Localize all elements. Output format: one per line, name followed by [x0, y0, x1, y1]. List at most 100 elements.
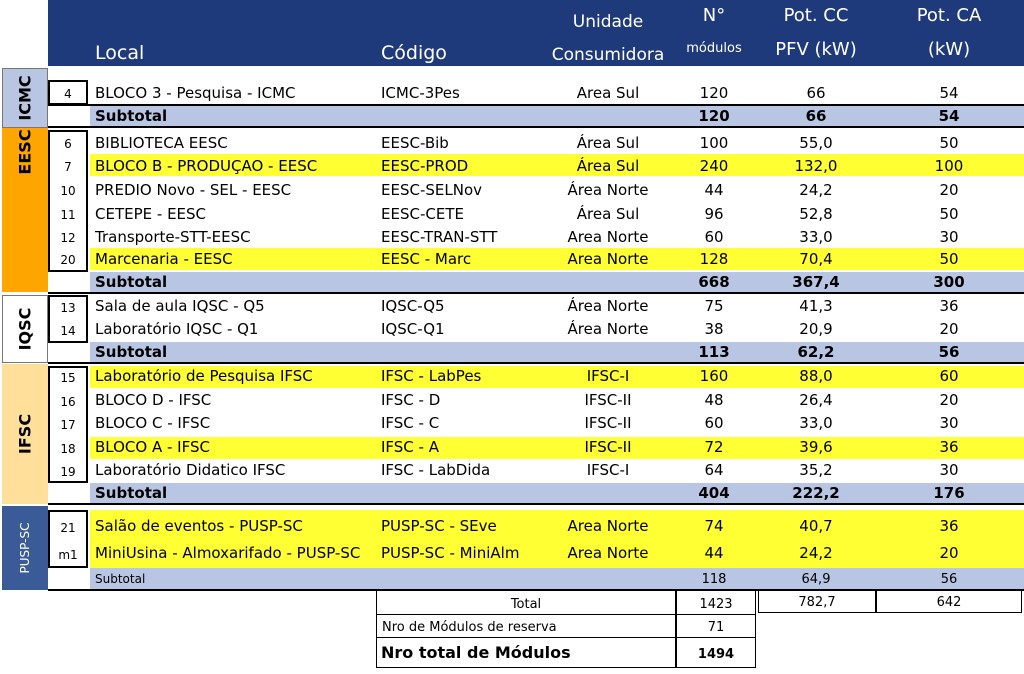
subtotal-modulos: 113 — [698, 343, 730, 361]
row-pot-ca: 50 — [939, 134, 959, 152]
row-number: 14 — [60, 324, 76, 338]
row-codigo: IFSC - A — [381, 438, 439, 456]
highlight-row-bg — [90, 437, 1024, 459]
row-local: BLOCO C - IFSC — [95, 416, 211, 431]
row-pot-ca: 20 — [939, 391, 959, 409]
row-modulos: 64 — [704, 461, 724, 479]
group-icmc: ICMC — [2, 68, 48, 128]
header-unidade-line1: Unidade — [572, 12, 644, 32]
separator-line — [48, 503, 1024, 505]
row-unidade: Area Norte — [567, 228, 649, 246]
row-modulos: 44 — [704, 544, 724, 562]
row-pot-cc: 33,0 — [799, 228, 833, 246]
header-modulos-line2: módulos — [686, 41, 742, 56]
subtotal-pot-cc: 64,9 — [801, 572, 831, 587]
row-codigo: IFSC - LabPes — [381, 367, 482, 385]
group-iqsc-label: IQSC — [15, 307, 35, 351]
row-number: m1 — [58, 548, 78, 562]
row-local: Laboratório de Pesquisa IFSC — [95, 369, 313, 384]
highlight-row-bg — [90, 366, 1024, 388]
row-unidade: IFSC-I — [586, 367, 630, 385]
row-codigo: PUSP-SC - MiniAlm — [381, 544, 520, 562]
row-local: Laboratório Didatico IFSC — [95, 463, 286, 478]
group-pusp-label: PUSP-SC — [18, 522, 32, 574]
row-unidade: Área Norte — [567, 297, 649, 315]
row-number: 19 — [60, 465, 76, 479]
row-number: 11 — [60, 208, 76, 222]
row-unidade: IFSC-II — [584, 391, 632, 409]
subtotal-pot-cc: 62,2 — [797, 343, 835, 361]
row-local: Marcenaria - EESC — [95, 252, 233, 267]
row-unidade: Área Sul — [576, 134, 640, 152]
subtotal-pot-ca: 300 — [933, 273, 965, 291]
row-number: 17 — [60, 418, 76, 432]
row-local: PRÉDIO Novo - SEL - EESC — [95, 183, 292, 198]
row-pot-cc: 66 — [806, 84, 826, 102]
total-cc-box: 782,7 — [758, 590, 876, 613]
subtotal-row-bg — [90, 272, 1024, 292]
header-ca-line1: Pot. CA — [916, 5, 982, 26]
number-column-box — [48, 366, 88, 483]
row-local: BLOCO A - IFSC — [95, 440, 210, 455]
number-column-box — [48, 295, 88, 343]
separator-line — [48, 292, 1024, 294]
row-pot-cc: 24,2 — [799, 544, 833, 562]
row-number: 12 — [60, 231, 76, 245]
row-modulos: 240 — [699, 157, 729, 175]
row-unidade: Area Sul — [576, 84, 640, 102]
group-eesc-label: EESC — [15, 129, 35, 175]
geral-value-box: 1494 — [676, 637, 756, 668]
row-local: BIBLIOTECA EESC — [95, 136, 228, 151]
row-modulos: 60 — [704, 414, 724, 432]
number-column-box — [48, 510, 88, 568]
row-pot-cc: 39,6 — [799, 438, 833, 456]
row-pot-cc: 26,4 — [799, 391, 833, 409]
separator-line — [48, 104, 1024, 106]
row-unidade: Área Norte — [567, 320, 649, 338]
subtotal-label: Subtotal — [95, 275, 168, 290]
row-codigo: EESC-CETE — [381, 205, 464, 223]
number-column-box — [48, 130, 88, 272]
row-pot-cc: 33,0 — [799, 414, 833, 432]
row-modulos: 60 — [704, 228, 724, 246]
subtotal-pot-cc: 367,4 — [792, 273, 840, 291]
separator-line — [48, 362, 1024, 364]
row-local: BLOCO 3 - Pesquisa - ICMC — [95, 86, 296, 101]
subtotal-pot-ca: 56 — [938, 343, 960, 361]
total-modulos: 1423 — [699, 597, 733, 612]
row-pot-cc: 70,4 — [799, 250, 833, 268]
row-modulos: 100 — [699, 134, 729, 152]
row-codigo: IQSC-Q1 — [381, 320, 445, 338]
subtotal-label: Subtotal — [95, 345, 168, 360]
subtotal-row-bg — [90, 483, 1024, 503]
row-number: 4 — [64, 87, 72, 101]
row-modulos: 120 — [699, 84, 729, 102]
row-unidade: Area Norte — [567, 517, 649, 535]
reserva-label: Nro de Módulos de reserva — [382, 620, 557, 635]
reserva-value-box: 71 — [676, 614, 756, 638]
subtotal-pot-ca: 176 — [933, 484, 965, 502]
row-pot-ca: 54 — [939, 84, 959, 102]
row-local: Laboratório IQSC - Q1 — [95, 322, 259, 337]
row-codigo: IQSC-Q5 — [381, 297, 445, 315]
row-modulos: 44 — [704, 181, 724, 199]
row-pot-ca: 20 — [939, 544, 959, 562]
row-codigo: PUSP-SC - SEve — [381, 517, 497, 535]
row-pot-ca: 50 — [939, 250, 959, 268]
total-modulos-box: 1423 — [676, 590, 756, 615]
row-codigo: EESC-TRAN-STT — [381, 228, 498, 246]
row-pot-cc: 52,8 — [799, 205, 833, 223]
row-local: CETEPE - EESC — [95, 207, 207, 222]
row-codigo: IFSC - LabDida — [381, 461, 491, 479]
row-modulos: 75 — [704, 297, 724, 315]
group-pusp: PUSP-SC — [2, 506, 48, 590]
row-codigo: EESC-SELNov — [381, 181, 482, 199]
separator-line — [48, 126, 1024, 128]
group-ifsc-label: IFSC — [15, 413, 35, 455]
group-eesc: EESC — [2, 128, 48, 292]
row-pot-cc: 88,0 — [799, 367, 833, 385]
row-number: 16 — [60, 395, 76, 409]
subtotal-label: Subtotal — [95, 486, 168, 501]
total-label-box: Total — [376, 590, 676, 615]
row-local: BLOCO B - PRODUÇÃO - EESC — [95, 159, 318, 174]
